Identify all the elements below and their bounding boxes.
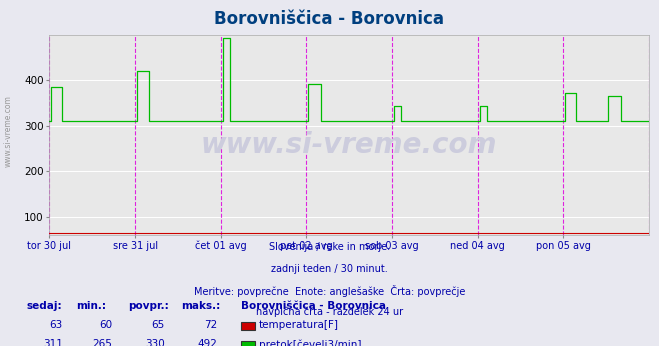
Text: sedaj:: sedaj: [26, 301, 62, 311]
Text: Slovenija / reke in morje.: Slovenija / reke in morje. [269, 242, 390, 252]
Text: maks.:: maks.: [181, 301, 221, 311]
Text: 311: 311 [43, 339, 63, 346]
Text: navpična črta - razdelek 24 ur: navpična črta - razdelek 24 ur [256, 307, 403, 317]
Text: 72: 72 [204, 320, 217, 330]
Text: 492: 492 [198, 339, 217, 346]
Text: 60: 60 [99, 320, 112, 330]
Text: povpr.:: povpr.: [129, 301, 169, 311]
Text: 330: 330 [145, 339, 165, 346]
Text: Borovniščica - Borovnica: Borovniščica - Borovnica [214, 10, 445, 28]
Text: min.:: min.: [76, 301, 106, 311]
Text: 65: 65 [152, 320, 165, 330]
Text: Meritve: povprečne  Enote: anglešaške  Črta: povprečje: Meritve: povprečne Enote: anglešaške Črt… [194, 285, 465, 297]
Text: pretok[čevelj3/min]: pretok[čevelj3/min] [259, 339, 362, 346]
Text: Borovniščica - Borovnica: Borovniščica - Borovnica [241, 301, 386, 311]
Text: 265: 265 [92, 339, 112, 346]
Text: www.si-vreme.com: www.si-vreme.com [201, 131, 498, 159]
Text: temperatura[F]: temperatura[F] [259, 320, 339, 330]
Text: 63: 63 [49, 320, 63, 330]
Text: zadnji teden / 30 minut.: zadnji teden / 30 minut. [271, 264, 388, 274]
Text: www.si-vreme.com: www.si-vreme.com [3, 95, 13, 167]
